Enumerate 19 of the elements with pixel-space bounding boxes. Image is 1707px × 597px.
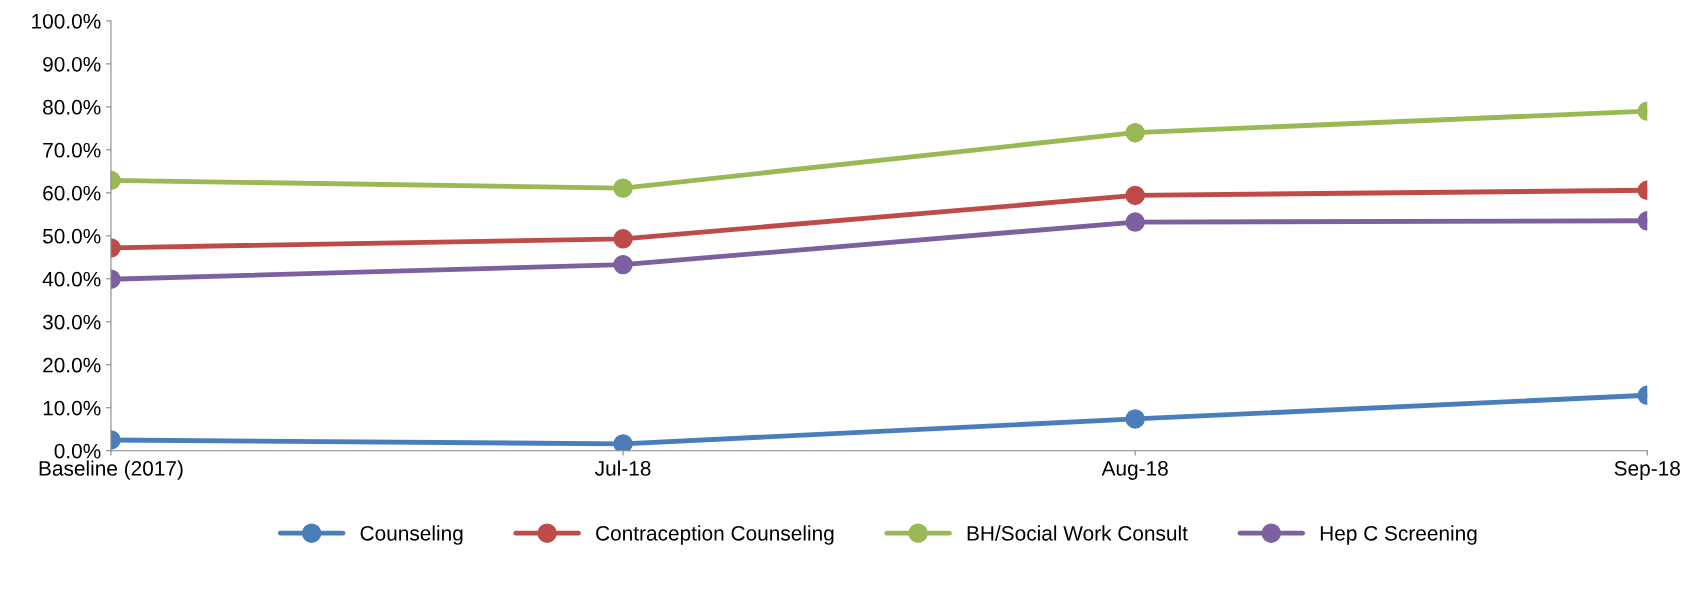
legend-label: Contraception Counseling (596, 525, 834, 545)
y-tick-label: 40.0% (42, 271, 101, 287)
legend-label: Hep C Screening (1320, 525, 1477, 545)
x-tick-label: Aug-18 (1101, 461, 1168, 480)
y-tick-label: 100.0% (32, 13, 101, 29)
y-tick-label: 0.0% (54, 443, 101, 459)
x-tick-label: Baseline (2017) (39, 460, 183, 480)
legend-label: Counseling (360, 525, 463, 545)
x-tick-label: Sep-18 (1614, 461, 1680, 480)
y-tick-label: 30.0% (42, 314, 101, 330)
y-tick-label: 70.0% (43, 142, 101, 158)
y-tick-label: 90.0% (43, 56, 101, 72)
y-tick-label: 10.0% (43, 400, 101, 416)
legend-label: BH/Social Work Consult (967, 525, 1188, 541)
y-tick-label: 20.0% (43, 357, 101, 373)
y-tick-label: 50.0% (43, 228, 101, 244)
y-tick-label: 80.0% (43, 99, 101, 115)
y-tick-label: 60.0% (43, 185, 101, 201)
x-tick-label: Jul-18 (595, 460, 651, 476)
